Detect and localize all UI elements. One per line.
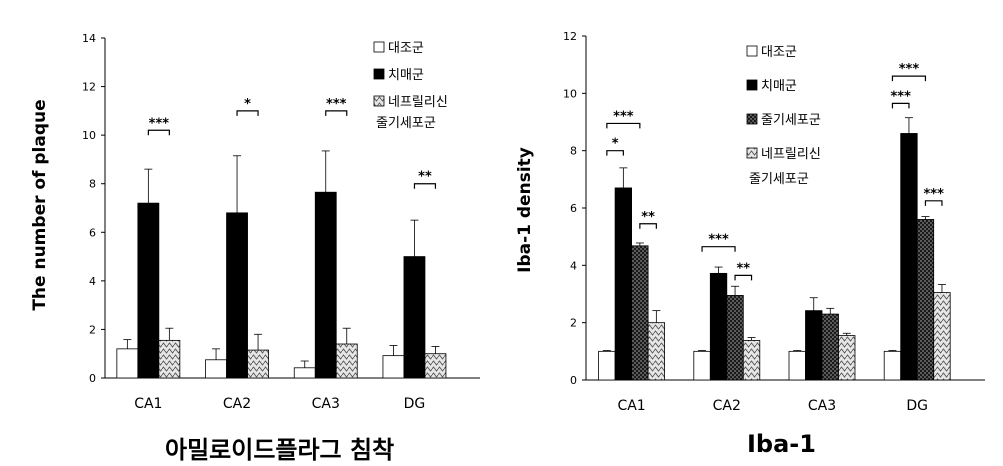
significance-bracket xyxy=(606,150,624,156)
x-tick-label: CA2 xyxy=(223,396,251,412)
bar-대조군-ca2 xyxy=(693,350,711,381)
bar-치매군-dg xyxy=(900,133,918,381)
y-tick-label: 8 xyxy=(89,178,96,191)
bar-치매군-ca3 xyxy=(314,191,337,379)
bar-치매군-ca1 xyxy=(137,202,160,379)
significance-stars: ** xyxy=(736,261,750,276)
bar-치매군-ca2 xyxy=(709,272,728,381)
significance-bracket xyxy=(606,122,641,129)
amyloid-plaque-chart: 0 2 4 6 8 10 12 14 The number of plaque CA1 CA2 CA3… xyxy=(30,32,480,412)
significance-bracket xyxy=(701,246,736,252)
y-tick-label: 0 xyxy=(89,372,96,385)
legend-label: 대조군 xyxy=(388,41,424,56)
bar-네프릴리신-줄기세포군-ca1 xyxy=(647,322,665,381)
legend-swatch xyxy=(373,95,385,107)
legend-swatch xyxy=(373,68,385,80)
bar-줄기세포군-ca3 xyxy=(821,313,839,381)
y-tick-label: 12 xyxy=(563,30,577,43)
bar-네프릴리신-줄기세포군-ca3 xyxy=(838,335,856,381)
significance-stars: *** xyxy=(613,109,634,124)
y-tick-label: 2 xyxy=(89,323,96,336)
y-tick-label: 8 xyxy=(570,145,577,158)
legend-label: 대조군 xyxy=(761,45,797,60)
y-tick-label: 12 xyxy=(82,81,96,94)
bar-치매군-ca3 xyxy=(805,310,823,381)
y-tick-label: 6 xyxy=(89,226,96,239)
chart-title-amyloid: 아밀로이드플라그 침착 xyxy=(165,436,395,464)
legend-swatch xyxy=(373,41,385,53)
bar-대조군-ca2 xyxy=(205,359,227,379)
y-tick-label: 10 xyxy=(563,87,577,100)
legend-label: 줄기세포군 xyxy=(376,116,436,131)
significance-stars: ** xyxy=(418,170,432,185)
y-tick-label: 2 xyxy=(570,317,577,330)
bar-줄기세포군-ca1 xyxy=(631,245,649,381)
significance-bracket xyxy=(891,102,910,109)
significance-stars: *** xyxy=(890,89,911,104)
y-tick-label: 0 xyxy=(570,374,577,387)
y-tick-label: 4 xyxy=(89,275,96,288)
bar-치매군-ca1 xyxy=(614,187,632,381)
legend-swatch xyxy=(746,79,758,91)
y-axis-label: Iba-1 density xyxy=(515,147,535,273)
x-tick-label: CA1 xyxy=(134,396,162,412)
x-tick-label: DG xyxy=(906,398,928,414)
x-tick-label: CA1 xyxy=(617,398,645,414)
bar-대조군-ca1 xyxy=(116,348,139,379)
bar-네프릴리신-줄기세포군-ca3 xyxy=(335,343,358,379)
significance-bracket xyxy=(924,200,943,206)
bar-네프릴리신-줄기세포군-dg xyxy=(933,292,951,381)
bar-네프릴리신-줄기세포군-ca2 xyxy=(742,340,761,381)
y-tick-label: 4 xyxy=(570,259,577,272)
legend-label: 네프릴리신 xyxy=(388,95,448,110)
legend-label: 줄기세포군 xyxy=(761,113,821,128)
significance-stars: * xyxy=(244,97,251,112)
x-tick-label: CA3 xyxy=(808,398,836,414)
significance-stars: *** xyxy=(923,187,944,202)
significance-bracket xyxy=(891,75,927,82)
x-tick-label: DG xyxy=(404,396,426,412)
significance-bracket xyxy=(413,183,437,189)
x-tick-label: CA3 xyxy=(312,396,340,412)
significance-stars: * xyxy=(612,137,619,152)
legend-swatch xyxy=(746,45,758,57)
y-tick-label: 10 xyxy=(82,129,96,142)
bar-네프릴리신-줄기세포군-ca2 xyxy=(247,349,269,379)
legend-label: 치매군 xyxy=(388,68,424,83)
x-tick-label: CA2 xyxy=(713,398,741,414)
significance-stars: *** xyxy=(708,233,729,248)
significance-stars: *** xyxy=(149,116,170,131)
bar-네프릴리신-줄기세포군-dg xyxy=(424,353,447,379)
chart-title-iba1: Iba-1 xyxy=(747,430,816,458)
legend-label: 줄기세포군 xyxy=(749,172,809,187)
bar-치매군-dg xyxy=(403,256,426,379)
legend-swatch xyxy=(746,113,758,125)
significance-stars: *** xyxy=(899,62,920,77)
bar-대조군-ca1 xyxy=(598,350,616,381)
significance-bracket xyxy=(236,110,259,116)
bar-줄기세포군-dg xyxy=(916,219,935,381)
significance-bracket xyxy=(734,274,753,281)
bar-대조군-ca3 xyxy=(788,350,806,381)
significance-stars: *** xyxy=(326,97,347,112)
legend-label: 치매군 xyxy=(761,79,797,94)
legend-swatch xyxy=(746,147,758,159)
bar-치매군-ca2 xyxy=(226,212,248,379)
significance-bracket xyxy=(147,129,170,136)
bar-줄기세포군-ca2 xyxy=(726,295,744,381)
bar-대조군-dg xyxy=(382,355,405,379)
y-axis-label: The number of plaque xyxy=(30,99,50,310)
significance-bracket xyxy=(325,110,348,116)
significance-bracket xyxy=(639,223,657,229)
y-tick-label: 14 xyxy=(82,32,96,45)
bar-네프릴리신-줄기세포군-ca1 xyxy=(158,339,181,379)
y-tick-label: 6 xyxy=(570,202,577,215)
significance-stars: ** xyxy=(641,210,655,225)
bar-대조군-ca3 xyxy=(293,367,316,379)
bar-대조군-dg xyxy=(883,350,902,381)
legend-label: 네프릴리신 xyxy=(761,147,821,162)
